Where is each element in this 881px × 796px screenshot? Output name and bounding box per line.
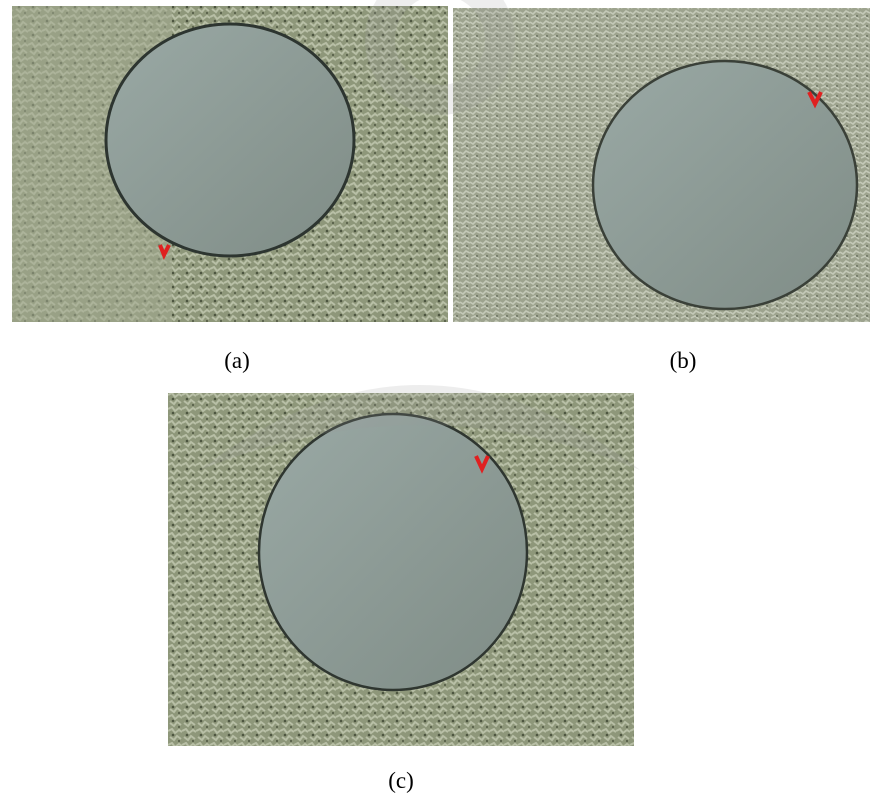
caption: (c) xyxy=(388,768,414,793)
micrograph-b xyxy=(453,8,870,322)
figure: (a) (b) (c) xyxy=(0,0,881,796)
caption: (b) xyxy=(670,348,697,373)
caption: (a) xyxy=(224,348,250,373)
